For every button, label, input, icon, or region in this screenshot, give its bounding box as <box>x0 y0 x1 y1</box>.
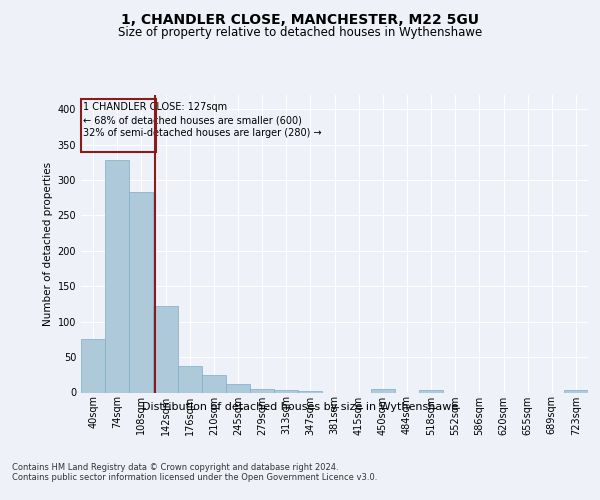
Text: Size of property relative to detached houses in Wythenshawe: Size of property relative to detached ho… <box>118 26 482 39</box>
Bar <box>298 391 322 392</box>
Bar <box>81 340 105 392</box>
Bar <box>564 390 588 392</box>
Bar <box>250 389 274 392</box>
Text: 1, CHANDLER CLOSE, MANCHESTER, M22 5GU: 1, CHANDLER CLOSE, MANCHESTER, M22 5GU <box>121 12 479 26</box>
Bar <box>202 375 226 392</box>
Y-axis label: Number of detached properties: Number of detached properties <box>43 162 53 326</box>
Bar <box>154 306 178 392</box>
Bar <box>129 192 154 392</box>
Bar <box>274 390 298 392</box>
Bar <box>105 160 129 392</box>
Bar <box>371 389 395 392</box>
Text: Distribution of detached houses by size in Wythenshawe: Distribution of detached houses by size … <box>142 402 458 412</box>
Bar <box>226 384 250 392</box>
Bar <box>178 366 202 392</box>
Bar <box>419 390 443 392</box>
Text: Contains HM Land Registry data © Crown copyright and database right 2024.
Contai: Contains HM Land Registry data © Crown c… <box>12 462 377 482</box>
Text: 1 CHANDLER CLOSE: 127sqm
← 68% of detached houses are smaller (600)
32% of semi-: 1 CHANDLER CLOSE: 127sqm ← 68% of detach… <box>83 102 322 139</box>
